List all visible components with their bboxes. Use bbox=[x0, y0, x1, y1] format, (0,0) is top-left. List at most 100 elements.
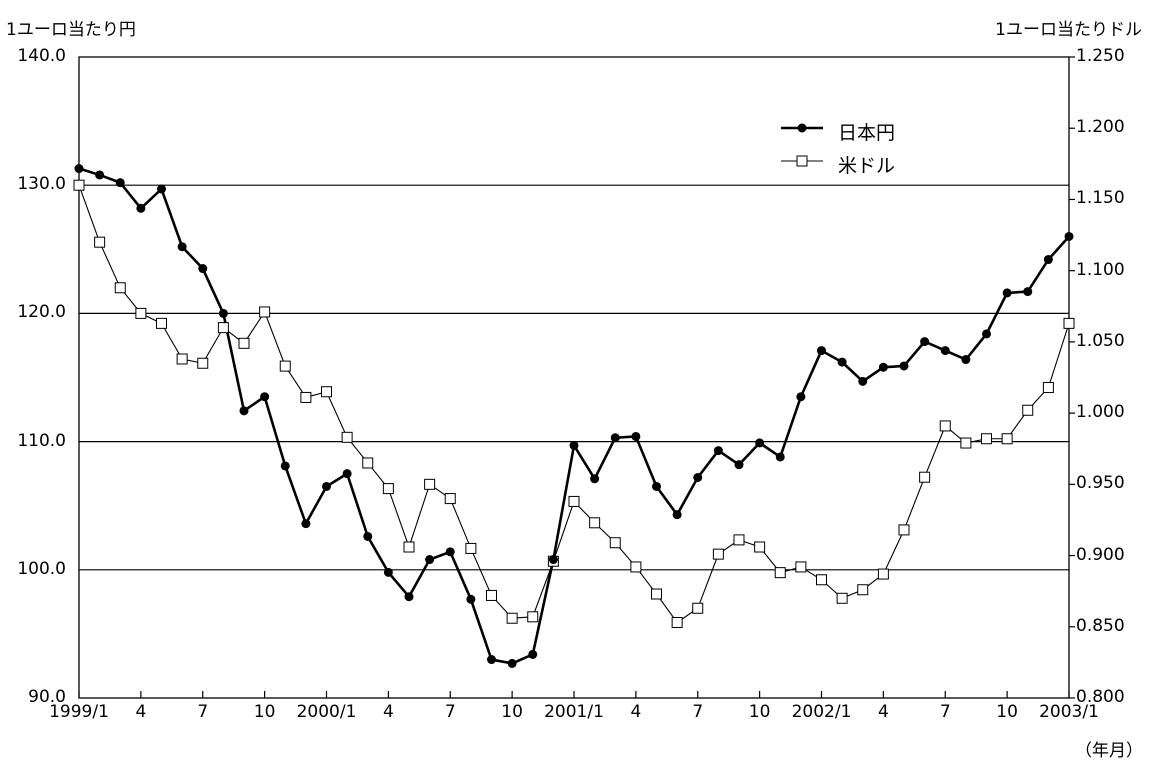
usd-point bbox=[279, 360, 291, 372]
yen-point bbox=[198, 264, 208, 274]
x-axis-tick-label: 4 bbox=[135, 702, 147, 722]
yen-point bbox=[652, 481, 661, 491]
right-axis-tick-label: 1.250 bbox=[1076, 46, 1125, 66]
usd-point bbox=[114, 282, 126, 294]
right-axis-title: 1ユーロ当たりドル bbox=[995, 20, 1142, 40]
yen-point bbox=[445, 547, 455, 557]
yen-point bbox=[280, 461, 290, 471]
usd-point bbox=[981, 433, 992, 445]
x-axis-tick-label: 1999/1 bbox=[49, 702, 109, 722]
right-axis-tick-label: 1.050 bbox=[1076, 330, 1125, 351]
yen-point bbox=[115, 178, 125, 188]
usd-point bbox=[1001, 433, 1013, 445]
usd-point bbox=[506, 612, 518, 624]
usd-point bbox=[836, 592, 848, 604]
yen-point bbox=[672, 510, 682, 520]
yen-point bbox=[961, 355, 971, 365]
usd-point bbox=[609, 537, 621, 549]
usd-point bbox=[795, 561, 807, 573]
yen-point bbox=[342, 469, 352, 479]
yen-point bbox=[693, 472, 703, 482]
usd-point bbox=[774, 567, 786, 579]
yen-point bbox=[899, 361, 909, 371]
x-axis-tick-label: 2000/1 bbox=[296, 702, 357, 722]
x-axis-tick-label: 4 bbox=[382, 702, 394, 722]
gridlines bbox=[79, 184, 1069, 571]
yen-point bbox=[610, 433, 620, 443]
usd-point bbox=[259, 306, 271, 318]
yen-point bbox=[569, 440, 579, 450]
x-axis-tick-label: 10 bbox=[253, 702, 276, 722]
usd-point bbox=[960, 437, 972, 449]
right-axis-tick-label: 0.800 bbox=[1076, 687, 1125, 707]
x-axis-tick-label: 4 bbox=[630, 702, 642, 722]
usd-point bbox=[382, 483, 394, 495]
yen-point bbox=[548, 555, 558, 565]
yen-point bbox=[507, 658, 517, 668]
yen-point bbox=[218, 308, 228, 318]
usd-point bbox=[919, 471, 931, 483]
yen-point bbox=[239, 406, 249, 416]
yen-point bbox=[528, 649, 538, 659]
yen-point bbox=[817, 346, 826, 356]
yen-point bbox=[74, 164, 84, 174]
usd-point bbox=[156, 317, 167, 329]
usd-point bbox=[1042, 381, 1054, 393]
right-axis-tick-label: 1.150 bbox=[1076, 188, 1125, 209]
yen-point bbox=[1002, 288, 1012, 298]
usd-point bbox=[651, 588, 662, 600]
usd-point bbox=[300, 391, 312, 403]
yen-point bbox=[878, 362, 888, 372]
yen-point bbox=[260, 392, 270, 402]
yen-point bbox=[920, 337, 930, 347]
yen-point bbox=[425, 555, 435, 565]
left-axis-tick-label: 110.0 bbox=[17, 430, 66, 451]
usd-point bbox=[465, 542, 477, 554]
yen-point bbox=[1043, 255, 1053, 265]
legend-usd-marker bbox=[796, 155, 808, 167]
yen-point bbox=[136, 203, 146, 213]
x-axis-unit-label: （年月） bbox=[1075, 741, 1143, 761]
series-line-yen bbox=[78, 167, 1070, 665]
x-axis-tick-label: 7 bbox=[939, 702, 951, 722]
usd-point bbox=[671, 617, 683, 629]
yen-point bbox=[95, 170, 105, 180]
yen-point bbox=[301, 519, 311, 529]
yen-point bbox=[713, 446, 723, 456]
yen-point bbox=[775, 452, 785, 462]
yen-point bbox=[1064, 231, 1074, 241]
legend-label-usd: 米ドル bbox=[838, 155, 896, 177]
usd-point bbox=[630, 561, 642, 573]
usd-point bbox=[362, 457, 374, 469]
left-axis-title: 1ユーロ当たり円 bbox=[6, 20, 136, 40]
usd-point bbox=[527, 611, 539, 623]
right-axis-tick-label: 1.000 bbox=[1076, 402, 1125, 423]
yen-point bbox=[466, 594, 476, 604]
yen-point bbox=[858, 376, 868, 386]
left-axis-tick-label: 90.0 bbox=[28, 687, 66, 707]
series-line-usd bbox=[78, 185, 1070, 624]
usd-point bbox=[486, 589, 497, 601]
right-axis-tick-label: 1.200 bbox=[1076, 117, 1125, 138]
usd-point bbox=[816, 574, 827, 586]
yen-point bbox=[837, 357, 847, 367]
legend-label-yen: 日本円 bbox=[838, 122, 896, 144]
yen-point bbox=[157, 184, 166, 194]
usd-point bbox=[898, 524, 910, 536]
legend bbox=[781, 123, 823, 167]
yen-point bbox=[734, 460, 744, 470]
legend-yen-marker bbox=[797, 123, 807, 133]
x-axis-tick-label: 10 bbox=[501, 702, 523, 722]
yen-point bbox=[631, 431, 641, 441]
yen-point bbox=[363, 531, 373, 541]
x-axis-tick-label: 10 bbox=[748, 702, 771, 722]
usd-point bbox=[444, 493, 456, 505]
usd-point bbox=[568, 495, 580, 507]
yen-point bbox=[322, 481, 331, 491]
yen-point bbox=[487, 655, 496, 665]
usd-point bbox=[733, 534, 745, 546]
usd-point bbox=[424, 478, 436, 490]
yen-point bbox=[1023, 287, 1033, 297]
yen-point bbox=[383, 567, 393, 577]
